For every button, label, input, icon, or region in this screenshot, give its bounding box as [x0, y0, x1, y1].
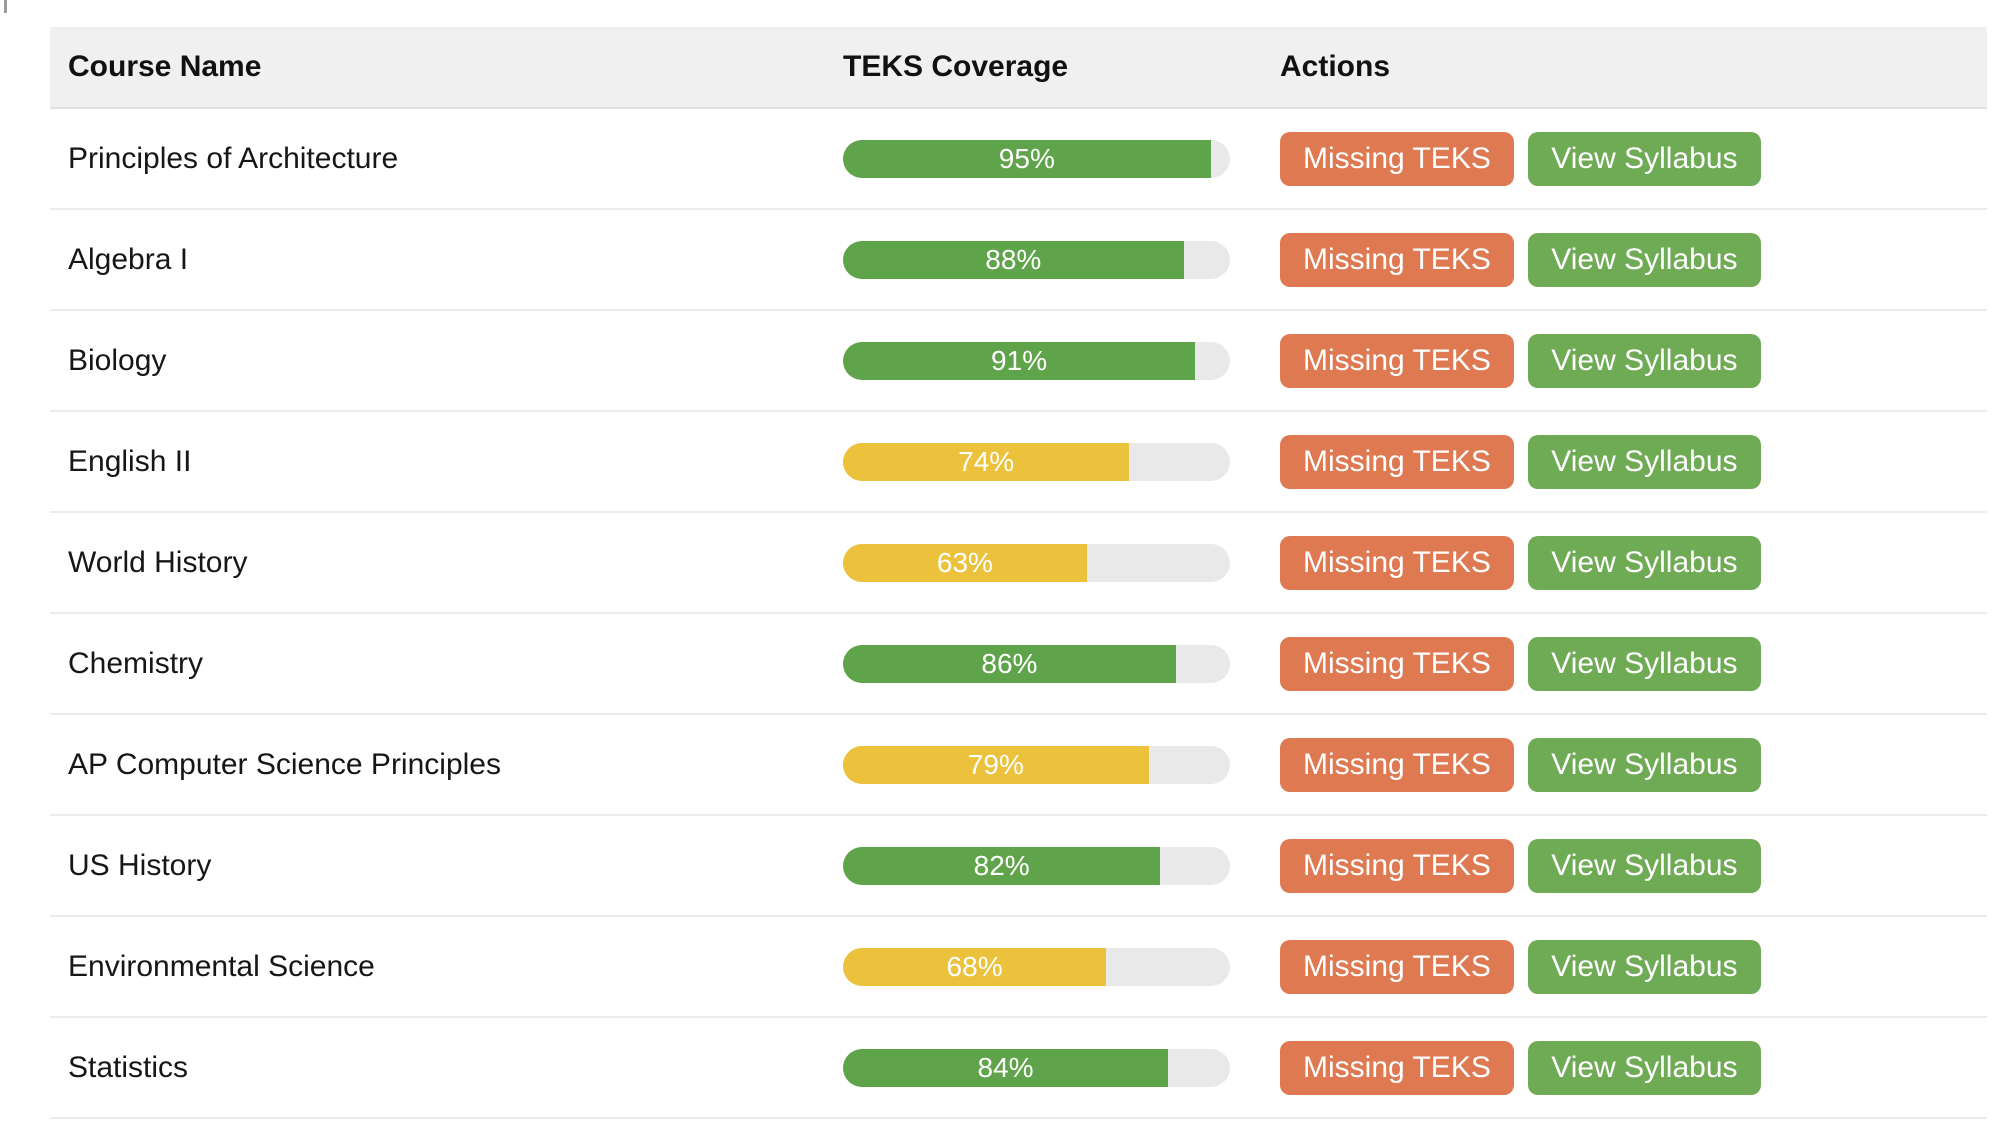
course-name: Chemistry	[68, 646, 204, 680]
teks-coverage-bar-fill: 91%	[843, 341, 1196, 380]
teks-coverage-bar-fill: 88%	[843, 240, 1184, 279]
teks-coverage-bar-track: 79%	[843, 745, 1230, 784]
teks-coverage-bar-track: 82%	[843, 846, 1230, 885]
missing-teks-button[interactable]: Missing TEKS	[1280, 131, 1514, 186]
course-name: AP Computer Science Principles	[68, 747, 501, 781]
view-syllabus-button[interactable]: View Syllabus	[1528, 939, 1761, 994]
view-syllabus-button[interactable]: View Syllabus	[1528, 535, 1761, 590]
teks-coverage-bar-track: 88%	[843, 240, 1230, 279]
view-syllabus-button[interactable]: View Syllabus	[1528, 333, 1761, 388]
view-syllabus-button[interactable]: View Syllabus	[1528, 838, 1761, 893]
coverage-percent-label: 79%	[967, 748, 1024, 780]
table-row: Algebra I 88% Missing TEKS View Syllabus	[50, 210, 1987, 311]
view-syllabus-button[interactable]: View Syllabus	[1528, 434, 1761, 489]
table-row: US History 82% Missing TEKS View Syllabu…	[50, 816, 1987, 917]
teks-coverage-bar-fill: 84%	[843, 1048, 1169, 1087]
table-row: Chemistry 86% Missing TEKS View Syllabus	[50, 614, 1987, 715]
teks-coverage-bar-fill: 86%	[843, 644, 1176, 683]
coverage-percent-label: 74%	[958, 445, 1015, 477]
screen-edge-artifact	[4, 0, 7, 13]
teks-coverage-bar-fill: 74%	[843, 442, 1130, 481]
missing-teks-button[interactable]: Missing TEKS	[1280, 939, 1514, 994]
teks-coverage-bar-track: 86%	[843, 644, 1230, 683]
course-name: Statistics	[68, 1050, 189, 1084]
view-syllabus-button[interactable]: View Syllabus	[1528, 1040, 1761, 1095]
teks-coverage-bar-track: 95%	[843, 139, 1230, 178]
table-row: World History 63% Missing TEKS View Syll…	[50, 513, 1987, 614]
table-row: Biology 91% Missing TEKS View Syllabus	[50, 311, 1987, 412]
table-header: Course Name TEKS Coverage Actions	[50, 27, 1987, 109]
column-header-actions: Actions	[1280, 50, 1391, 83]
coverage-percent-label: 86%	[981, 647, 1038, 679]
missing-teks-button[interactable]: Missing TEKS	[1280, 838, 1514, 893]
coverage-percent-label: 82%	[973, 849, 1030, 881]
course-name: Principles of Architecture	[68, 141, 399, 175]
teks-coverage-bar-fill: 63%	[843, 543, 1087, 582]
teks-coverage-bar-track: 63%	[843, 543, 1230, 582]
column-header-teks-coverage: TEKS Coverage	[843, 50, 1069, 83]
coverage-percent-label: 68%	[946, 950, 1003, 982]
view-syllabus-button[interactable]: View Syllabus	[1528, 232, 1761, 287]
column-header-course-name: Course Name	[68, 50, 262, 83]
missing-teks-button[interactable]: Missing TEKS	[1280, 737, 1514, 792]
course-name: Algebra I	[68, 242, 189, 276]
teks-coverage-bar-track: 68%	[843, 947, 1230, 986]
teks-coverage-bar-fill: 82%	[843, 846, 1161, 885]
courses-table: Course Name TEKS Coverage Actions Princi…	[50, 27, 1987, 1119]
table-row: Principles of Architecture 95% Missing T…	[50, 109, 1987, 210]
teks-coverage-bar-fill: 68%	[843, 947, 1107, 986]
teks-coverage-bar-fill: 79%	[843, 745, 1149, 784]
course-name: US History	[68, 848, 212, 882]
teks-coverage-bar-track: 74%	[843, 442, 1230, 481]
coverage-percent-label: 91%	[991, 344, 1048, 376]
table-row: English II 74% Missing TEKS View Syllabu…	[50, 412, 1987, 513]
missing-teks-button[interactable]: Missing TEKS	[1280, 333, 1514, 388]
course-name: World History	[68, 545, 248, 579]
missing-teks-button[interactable]: Missing TEKS	[1280, 434, 1514, 489]
coverage-percent-label: 84%	[977, 1051, 1034, 1083]
course-name: Environmental Science	[68, 949, 375, 983]
table-row: Environmental Science 68% Missing TEKS V…	[50, 917, 1987, 1018]
missing-teks-button[interactable]: Missing TEKS	[1280, 1040, 1514, 1095]
course-name: Biology	[68, 343, 167, 377]
view-syllabus-button[interactable]: View Syllabus	[1528, 636, 1761, 691]
view-syllabus-button[interactable]: View Syllabus	[1528, 737, 1761, 792]
missing-teks-button[interactable]: Missing TEKS	[1280, 232, 1514, 287]
course-name: English II	[68, 444, 192, 478]
teks-coverage-bar-track: 91%	[843, 341, 1230, 380]
table-row: AP Computer Science Principles 79% Missi…	[50, 715, 1987, 816]
coverage-percent-label: 88%	[985, 243, 1042, 275]
missing-teks-button[interactable]: Missing TEKS	[1280, 535, 1514, 590]
missing-teks-button[interactable]: Missing TEKS	[1280, 636, 1514, 691]
teks-coverage-bar-fill: 95%	[843, 139, 1211, 178]
table-row: Statistics 84% Missing TEKS View Syllabu…	[50, 1018, 1987, 1119]
view-syllabus-button[interactable]: View Syllabus	[1528, 131, 1761, 186]
table-body: Principles of Architecture 95% Missing T…	[50, 109, 1987, 1119]
teks-coverage-bar-track: 84%	[843, 1048, 1230, 1087]
coverage-percent-label: 63%	[936, 546, 993, 578]
coverage-percent-label: 95%	[998, 142, 1055, 174]
